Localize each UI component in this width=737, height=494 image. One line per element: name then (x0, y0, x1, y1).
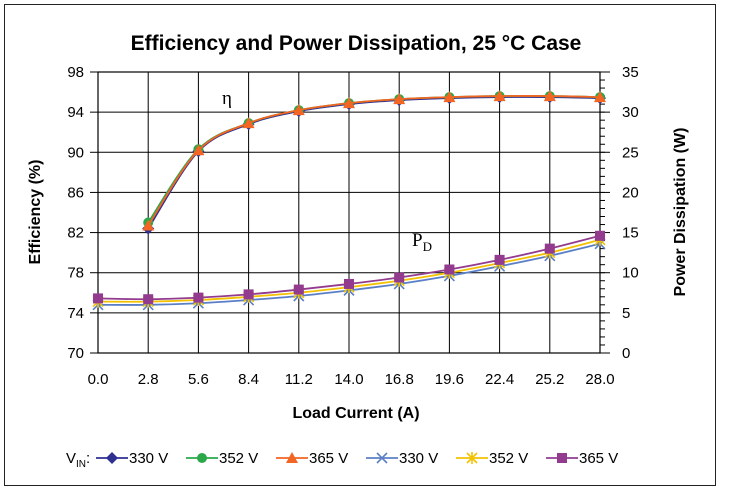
data-point (543, 90, 556, 102)
legend-swatch-marker (466, 452, 478, 464)
x-tick-label: 25.2 (535, 371, 564, 388)
legend-prefix-main: V (66, 450, 76, 467)
series-line (147, 95, 601, 227)
y-tick-label: 98 (67, 64, 84, 81)
y-tick-label: 82 (67, 225, 84, 242)
data-point (143, 294, 154, 305)
legend-swatch-marker (557, 453, 567, 463)
pd-annotation: PD (412, 230, 432, 254)
data-point (394, 272, 405, 283)
axes (90, 71, 610, 354)
series-line (147, 96, 601, 230)
x-tick-label: 8.4 (238, 371, 259, 388)
data-point (443, 91, 456, 103)
x-tick-label: 19.6 (435, 371, 464, 388)
series-efficiency-1 (143, 91, 605, 228)
data-point (293, 284, 304, 295)
data-point (343, 97, 355, 109)
y2-tick-label: 0 (622, 345, 630, 362)
legend-swatch-marker (106, 452, 118, 464)
data-point (193, 292, 204, 303)
data-point (344, 278, 354, 289)
pd-annotation-main: P (412, 230, 423, 251)
y2-tick-label: 20 (622, 184, 639, 201)
legend-entry: 352 V (186, 450, 258, 467)
y2-tick-label: 30 (622, 104, 639, 121)
y2-tick-label: 35 (622, 64, 639, 81)
data-series (92, 90, 606, 311)
legend-entry: 365 V (546, 450, 618, 467)
x-tick-label: 14.0 (334, 371, 363, 388)
legend: VIN: 330 V 352 V 365 V 330 V 352 V 365 V (66, 450, 618, 470)
pd-annotation-sub: D (423, 239, 432, 254)
legend-entry: 330 V (96, 450, 168, 467)
legend-entry: 352 V (456, 450, 528, 467)
legend-label: 352 V (219, 450, 258, 467)
x-axis-label: Load Current (A) (292, 405, 419, 422)
data-point (444, 264, 455, 275)
y-tick-label: 70 (67, 345, 84, 362)
chart-title: Efficiency and Power Dissipation, 25 °C … (131, 32, 582, 55)
legend-swatch-marker (286, 452, 298, 463)
data-point (292, 104, 305, 116)
x-tick-label: 16.8 (385, 371, 414, 388)
data-point (493, 90, 506, 102)
data-point (594, 91, 606, 103)
data-point (242, 117, 255, 129)
x-tick-label: 5.6 (188, 371, 209, 388)
y2-tick-label: 25 (622, 144, 639, 161)
legend-label: 330 V (399, 450, 438, 467)
y-axis-label: Efficiency (%) (27, 160, 44, 265)
legend-swatch-marker (376, 452, 388, 464)
data-point (93, 293, 103, 304)
legend-prefix-suffix: : (86, 450, 90, 467)
data-point (595, 230, 605, 241)
legend-prefix-sub: IN (76, 459, 86, 470)
data-point (243, 289, 254, 300)
legend-entry: 365 V (276, 450, 348, 467)
series-efficiency-2 (142, 90, 606, 231)
legend-label: 352 V (489, 450, 528, 467)
plot-border (97, 71, 601, 354)
tick-labels: 70 74 78 82 86 90 94 98 0.0 2.8 5.6 8.4 11.2 14.0 16.8… (67, 64, 638, 388)
series-line (147, 95, 601, 224)
y-tick-label: 86 (67, 184, 84, 201)
legend-swatch-marker (197, 453, 207, 463)
legend-label: 365 V (309, 450, 348, 467)
legend-label: 365 V (579, 450, 618, 467)
data-point (192, 144, 205, 156)
x-tick-label: 2.8 (138, 371, 159, 388)
y-tick-label: 94 (67, 104, 84, 121)
y-tick-label: 78 (67, 265, 84, 282)
series-dissipation-5 (93, 230, 605, 305)
data-point (544, 243, 555, 254)
data-point (393, 93, 406, 105)
x-tick-label: 11.2 (285, 371, 313, 388)
legend-prefix: VIN: (66, 450, 90, 470)
legend-label: 330 V (129, 450, 168, 467)
y-tick-label: 90 (67, 144, 84, 161)
y2-tick-label: 5 (622, 305, 630, 322)
y2-tick-label: 15 (622, 225, 639, 242)
x-tick-label: 22.4 (485, 371, 514, 388)
grid-lines (97, 71, 601, 354)
y2-tick-label: 10 (622, 265, 639, 282)
data-point (142, 219, 155, 231)
x-tick-label: 28.0 (585, 371, 614, 388)
eta-annotation: η (222, 88, 232, 109)
y2-axis-label: Power Dissipation (W) (672, 128, 689, 297)
y-tick-label: 74 (67, 305, 84, 322)
legend-entry: 330 V (366, 450, 438, 467)
data-point (494, 254, 505, 265)
x-tick-label: 0.0 (88, 371, 109, 388)
